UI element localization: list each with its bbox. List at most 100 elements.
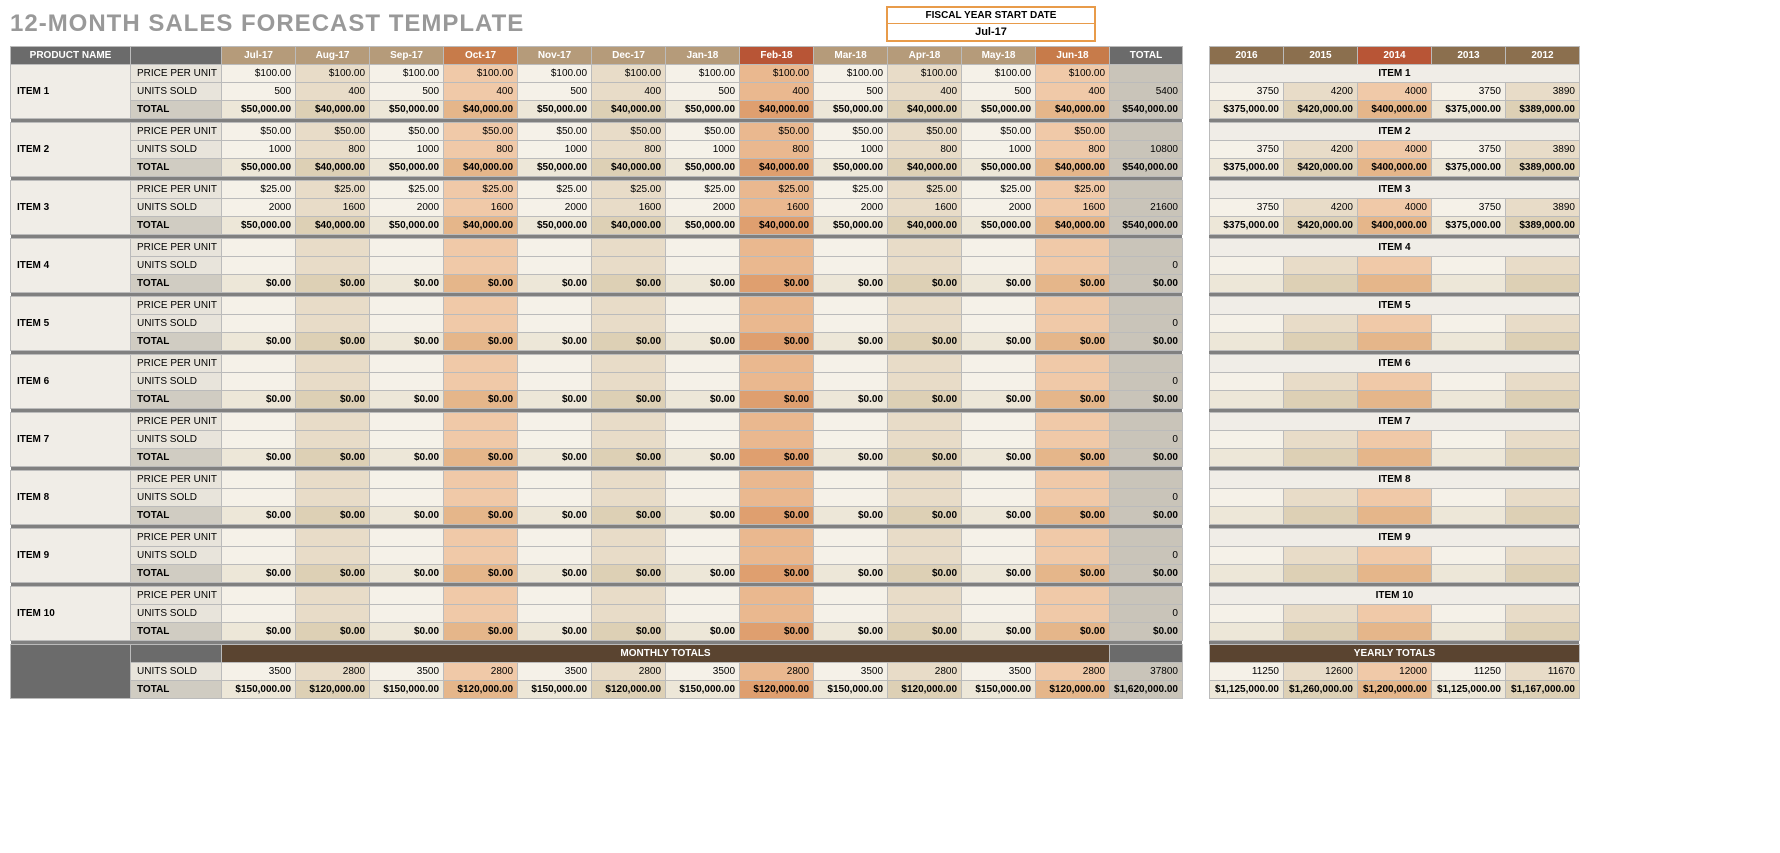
- units-cell[interactable]: 400: [888, 83, 962, 101]
- units-cell[interactable]: 1600: [592, 199, 666, 217]
- units-cell[interactable]: [592, 257, 666, 275]
- price-cell[interactable]: [740, 297, 814, 315]
- units-cell[interactable]: [296, 315, 370, 333]
- year-units-cell[interactable]: 4200: [1283, 199, 1357, 217]
- units-cell[interactable]: [666, 431, 740, 449]
- units-cell[interactable]: 2000: [518, 199, 592, 217]
- year-units-cell[interactable]: 3890: [1505, 141, 1579, 159]
- price-cell[interactable]: $25.00: [296, 181, 370, 199]
- price-cell[interactable]: [296, 471, 370, 489]
- units-cell[interactable]: [666, 315, 740, 333]
- price-cell[interactable]: $25.00: [592, 181, 666, 199]
- price-cell[interactable]: $100.00: [518, 65, 592, 83]
- price-cell[interactable]: [370, 239, 444, 257]
- year-units-cell[interactable]: 4200: [1283, 141, 1357, 159]
- price-cell[interactable]: [888, 529, 962, 547]
- price-cell[interactable]: [444, 529, 518, 547]
- year-units-cell[interactable]: [1505, 431, 1579, 449]
- year-units-cell[interactable]: [1209, 315, 1283, 333]
- price-cell[interactable]: [962, 239, 1036, 257]
- price-cell[interactable]: $25.00: [962, 181, 1036, 199]
- price-cell[interactable]: $100.00: [814, 65, 888, 83]
- price-cell[interactable]: [444, 239, 518, 257]
- year-units-cell[interactable]: 3890: [1505, 83, 1579, 101]
- price-cell[interactable]: [296, 529, 370, 547]
- units-cell[interactable]: 2000: [814, 199, 888, 217]
- price-cell[interactable]: [444, 587, 518, 605]
- price-cell[interactable]: [222, 413, 296, 431]
- product-name-cell[interactable]: ITEM 8: [11, 471, 131, 525]
- price-cell[interactable]: [592, 413, 666, 431]
- price-cell[interactable]: $100.00: [1036, 65, 1110, 83]
- year-units-cell[interactable]: [1209, 431, 1283, 449]
- units-cell[interactable]: [1036, 489, 1110, 507]
- product-name-cell[interactable]: ITEM 6: [11, 355, 131, 409]
- units-cell[interactable]: [296, 373, 370, 391]
- price-cell[interactable]: $50.00: [370, 123, 444, 141]
- units-cell[interactable]: [1036, 373, 1110, 391]
- price-cell[interactable]: [222, 355, 296, 373]
- units-cell[interactable]: [814, 373, 888, 391]
- price-cell[interactable]: [1036, 587, 1110, 605]
- units-cell[interactable]: [370, 315, 444, 333]
- price-cell[interactable]: $50.00: [888, 123, 962, 141]
- price-cell[interactable]: $100.00: [666, 65, 740, 83]
- price-cell[interactable]: $50.00: [444, 123, 518, 141]
- price-cell[interactable]: $25.00: [888, 181, 962, 199]
- units-cell[interactable]: 1000: [814, 141, 888, 159]
- year-units-cell[interactable]: [1357, 373, 1431, 391]
- units-cell[interactable]: [296, 257, 370, 275]
- units-cell[interactable]: [518, 547, 592, 565]
- units-cell[interactable]: [962, 315, 1036, 333]
- year-units-cell[interactable]: [1505, 257, 1579, 275]
- year-units-cell[interactable]: 4000: [1357, 199, 1431, 217]
- year-units-cell[interactable]: [1357, 605, 1431, 623]
- price-cell[interactable]: [666, 529, 740, 547]
- units-cell[interactable]: [444, 489, 518, 507]
- price-cell[interactable]: [814, 413, 888, 431]
- year-units-cell[interactable]: [1283, 605, 1357, 623]
- price-cell[interactable]: [592, 587, 666, 605]
- year-units-cell[interactable]: [1431, 257, 1505, 275]
- units-cell[interactable]: [1036, 431, 1110, 449]
- units-cell[interactable]: [666, 373, 740, 391]
- price-cell[interactable]: [518, 529, 592, 547]
- year-units-cell[interactable]: [1283, 315, 1357, 333]
- product-name-cell[interactable]: ITEM 4: [11, 239, 131, 293]
- units-cell[interactable]: 1600: [444, 199, 518, 217]
- price-cell[interactable]: [518, 297, 592, 315]
- units-cell[interactable]: 400: [444, 83, 518, 101]
- units-cell[interactable]: 800: [444, 141, 518, 159]
- price-cell[interactable]: [370, 413, 444, 431]
- price-cell[interactable]: $50.00: [962, 123, 1036, 141]
- price-cell[interactable]: [222, 587, 296, 605]
- units-cell[interactable]: 1000: [962, 141, 1036, 159]
- price-cell[interactable]: $100.00: [888, 65, 962, 83]
- units-cell[interactable]: [296, 605, 370, 623]
- units-cell[interactable]: [888, 431, 962, 449]
- price-cell[interactable]: [592, 239, 666, 257]
- year-units-cell[interactable]: [1209, 605, 1283, 623]
- units-cell[interactable]: 800: [888, 141, 962, 159]
- year-units-cell[interactable]: [1209, 373, 1283, 391]
- units-cell[interactable]: 500: [962, 83, 1036, 101]
- price-cell[interactable]: $25.00: [814, 181, 888, 199]
- year-units-cell[interactable]: 3750: [1431, 141, 1505, 159]
- product-name-cell[interactable]: ITEM 5: [11, 297, 131, 351]
- units-cell[interactable]: [592, 315, 666, 333]
- price-cell[interactable]: [1036, 413, 1110, 431]
- units-cell[interactable]: 800: [740, 141, 814, 159]
- units-cell[interactable]: [888, 489, 962, 507]
- units-cell[interactable]: 500: [814, 83, 888, 101]
- units-cell[interactable]: [962, 257, 1036, 275]
- price-cell[interactable]: [592, 355, 666, 373]
- price-cell[interactable]: [370, 355, 444, 373]
- year-units-cell[interactable]: [1357, 315, 1431, 333]
- price-cell[interactable]: $50.00: [592, 123, 666, 141]
- price-cell[interactable]: [888, 413, 962, 431]
- units-cell[interactable]: [518, 373, 592, 391]
- price-cell[interactable]: [888, 587, 962, 605]
- price-cell[interactable]: $25.00: [518, 181, 592, 199]
- price-cell[interactable]: [962, 529, 1036, 547]
- units-cell[interactable]: [814, 605, 888, 623]
